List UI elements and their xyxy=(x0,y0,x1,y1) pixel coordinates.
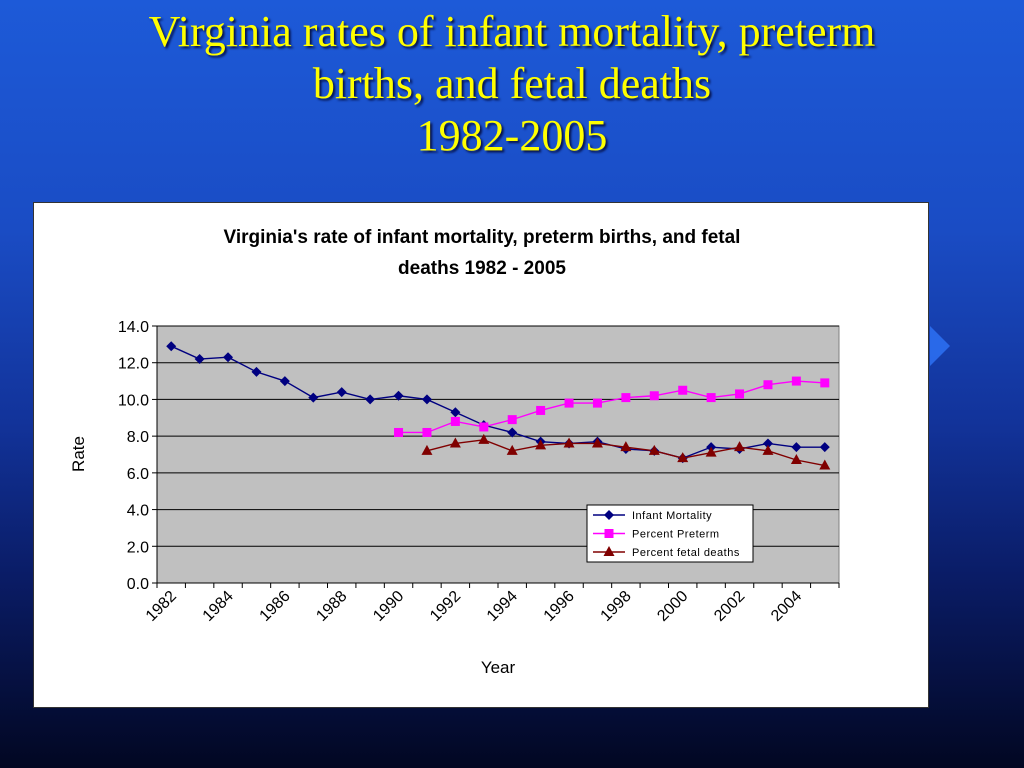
x-tick-label: 1988 xyxy=(313,588,350,625)
series-lines xyxy=(166,341,831,470)
marker-diamond xyxy=(604,510,614,520)
marker-diamond xyxy=(223,352,234,363)
x-tick-label: 1984 xyxy=(200,588,237,625)
slide-title-line-1: Virginia rates of infant mortality, pret… xyxy=(148,7,876,56)
legend-label: Percent Preterm xyxy=(632,529,720,541)
x-tick-label: 2002 xyxy=(711,588,748,625)
x-tick-label: 1990 xyxy=(370,588,407,625)
marker-square xyxy=(678,385,688,395)
series-line xyxy=(170,345,825,459)
y-tick-label: 0.0 xyxy=(127,576,149,593)
y-tick-label: 8.0 xyxy=(127,429,149,446)
marker-diamond xyxy=(393,390,404,401)
legend-item: Percent Preterm xyxy=(593,529,720,541)
series-percent-preterm xyxy=(394,376,830,437)
marker-triangle xyxy=(506,444,518,455)
marker-diamond xyxy=(450,407,461,418)
marker-square xyxy=(649,391,659,401)
y-tick-label: 6.0 xyxy=(127,466,149,483)
x-tick-label: 1998 xyxy=(598,588,635,625)
y-tick-label: 2.0 xyxy=(127,539,149,556)
marker-diamond xyxy=(279,376,290,387)
marker-square xyxy=(507,415,517,425)
marker-diamond xyxy=(251,366,262,377)
marker-diamond xyxy=(791,442,802,453)
marker-triangle xyxy=(603,546,615,556)
slide-title: Virginia rates of infant mortality, pret… xyxy=(0,6,1024,162)
marker-square xyxy=(763,380,773,390)
legend-label: Infant Mortality xyxy=(632,510,712,522)
marker-triangle xyxy=(535,439,547,450)
y-tick-label: 14.0 xyxy=(118,319,149,336)
marker-square xyxy=(564,398,574,408)
marker-triangle xyxy=(790,454,802,465)
chart-title-line-1: Virginia's rate of infant mortality, pre… xyxy=(224,227,741,248)
chart-title-line-2: deaths 1982 - 2005 xyxy=(398,258,566,279)
x-tick-label: 2004 xyxy=(768,588,805,625)
marker-triangle xyxy=(762,444,774,455)
marker-square xyxy=(604,529,614,538)
x-tick-label: 1994 xyxy=(484,588,521,625)
marker-diamond xyxy=(336,387,347,398)
x-tick-label: 1996 xyxy=(541,588,578,625)
marker-triangle xyxy=(819,459,831,470)
marker-square xyxy=(820,378,830,388)
x-tick-label: 2000 xyxy=(654,588,691,625)
marker-diamond xyxy=(194,354,205,365)
marker-triangle xyxy=(563,437,575,448)
marker-triangle xyxy=(734,441,746,452)
legend-label: Percent fetal deaths xyxy=(632,547,740,559)
x-tick-label: 1992 xyxy=(427,588,464,625)
marker-diamond xyxy=(308,392,319,403)
marker-square xyxy=(422,427,432,437)
marker-square xyxy=(394,427,404,437)
marker-square xyxy=(706,393,716,403)
x-axis-label: Year xyxy=(481,658,516,677)
marker-diamond xyxy=(762,438,773,449)
marker-triangle xyxy=(591,437,603,448)
marker-square xyxy=(735,389,745,399)
x-tick-label: 1986 xyxy=(257,588,294,625)
legend-item: Infant Mortality xyxy=(593,510,712,522)
x-tick-label: 1982 xyxy=(143,588,180,625)
marker-triangle xyxy=(705,446,717,457)
series-percent-fetal-deaths xyxy=(421,433,831,470)
marker-diamond xyxy=(421,394,432,405)
marker-triangle xyxy=(421,444,433,455)
marker-square xyxy=(621,393,631,403)
y-axis-label: Rate xyxy=(69,436,88,472)
marker-triangle xyxy=(677,452,689,463)
marker-square xyxy=(536,405,546,415)
marker-square xyxy=(450,416,460,426)
marker-diamond xyxy=(365,394,376,405)
legend-item: Percent fetal deaths xyxy=(593,546,740,559)
marker-triangle xyxy=(620,441,632,452)
marker-diamond xyxy=(166,341,177,352)
chart-container: Virginia's rate of infant mortality, pre… xyxy=(33,202,929,708)
marker-square xyxy=(479,422,489,432)
marker-triangle xyxy=(449,437,461,448)
marker-diamond xyxy=(819,442,830,453)
marker-square xyxy=(791,376,801,386)
slide-decoration-arrow xyxy=(930,326,950,366)
marker-square xyxy=(592,398,602,408)
y-tick-label: 4.0 xyxy=(127,503,149,520)
slide-title-line-3: 1982-2005 xyxy=(416,111,608,160)
y-tick-label: 10.0 xyxy=(118,392,149,409)
marker-triangle xyxy=(648,444,660,455)
marker-triangle xyxy=(478,433,490,444)
line-chart: Virginia's rate of infant mortality, pre… xyxy=(69,227,840,677)
legend: Infant Mortality Percent Preterm Percent f… xyxy=(586,504,754,563)
y-tick-label: 12.0 xyxy=(118,356,149,373)
series-line xyxy=(398,380,825,434)
slide-title-line-2: births, and fetal deaths xyxy=(312,59,712,108)
marker-diamond xyxy=(507,427,518,438)
